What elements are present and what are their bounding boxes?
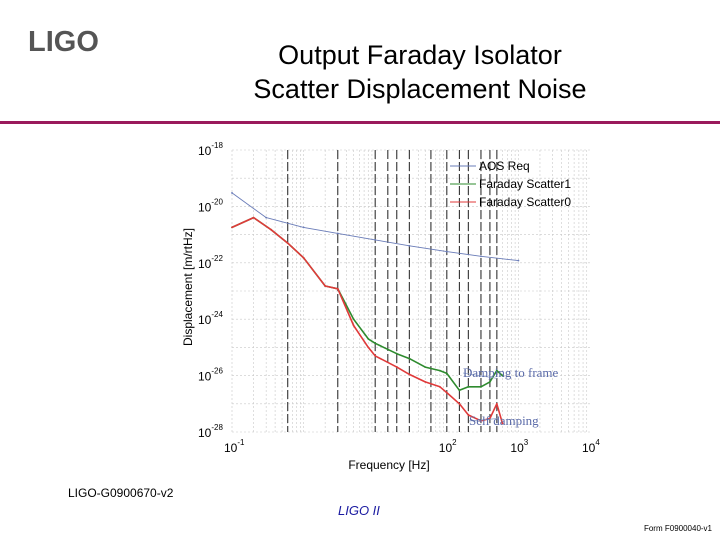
data-point [480,255,482,258]
y-axis-label: Displacement [m/rtHz] [181,228,195,346]
page-title: Output Faraday Isolator Scatter Displace… [210,38,630,106]
data-point [408,373,411,376]
data-point [336,232,339,235]
data-point [352,318,355,321]
data-point [374,238,377,241]
data-point [265,216,268,219]
data-point [408,357,411,360]
data-point [517,259,520,262]
data-point [445,372,448,375]
data-point [352,324,355,327]
data-point [501,374,504,377]
data-point [445,250,448,253]
legend-entry: Faraday Scatter0 [479,195,571,209]
data-point [438,385,441,388]
data-point [424,380,427,383]
ligo-logo-mark: LIGO [28,26,99,58]
data-point [231,192,233,194]
title-divider [0,121,720,124]
logo-text: LIGO [28,26,99,58]
data-point [231,226,233,229]
annotation-label: Damping to frame [463,365,559,380]
title-line-1: Output Faraday Isolator [278,40,562,70]
data-point [374,354,377,357]
footer-center-label: LIGO II [338,503,380,518]
data-point [467,414,470,416]
data-point [270,228,272,231]
annotation-pointer [462,372,497,379]
plot-area [232,150,590,432]
data-point [286,242,289,244]
title-line-2: Scatter Displacement Noise [253,74,587,104]
data-point [480,385,482,388]
x-tick-label: 102 [439,438,457,455]
y-tick-label: 10-18 [198,141,223,158]
y-tick-label: 10-26 [198,367,223,384]
x-tick-label: 103 [510,438,528,455]
data-point [367,346,370,349]
data-point [424,366,427,369]
data-point [438,369,441,372]
ligo-logo: LIGO [28,24,118,63]
data-point [495,369,498,372]
data-point [302,226,305,229]
x-tick-label: 10-1 [224,438,245,455]
legend-entry: AOS Req [479,159,530,173]
form-id: Form F0900040-v1 [643,524,712,533]
data-point [374,342,377,345]
annotation-label: Self damping [469,413,539,428]
annotation-pointer [468,418,497,422]
data-point [336,287,339,290]
y-tick-label: 10-28 [198,423,223,440]
data-point [445,391,448,394]
y-tick-label: 10-20 [198,197,223,214]
data-point [324,285,327,287]
data-point [408,244,411,247]
legend-entry: Faraday Scatter1 [479,177,571,191]
data-point [458,402,461,405]
data-point [458,389,461,392]
data-point [395,366,398,369]
data-point [495,402,498,405]
data-point [367,338,370,340]
y-tick-label: 10-24 [198,310,223,327]
data-point [501,422,504,425]
x-tick-label: 104 [582,438,600,455]
x-axis-label: Frequency [Hz] [348,458,429,472]
data-point [395,352,398,355]
data-point [302,256,305,259]
document-id: LIGO-G0900670-v2 [68,486,174,500]
data-point [252,216,255,219]
y-tick-label: 10-22 [198,254,223,271]
data-point [467,385,470,388]
data-point [489,380,491,383]
